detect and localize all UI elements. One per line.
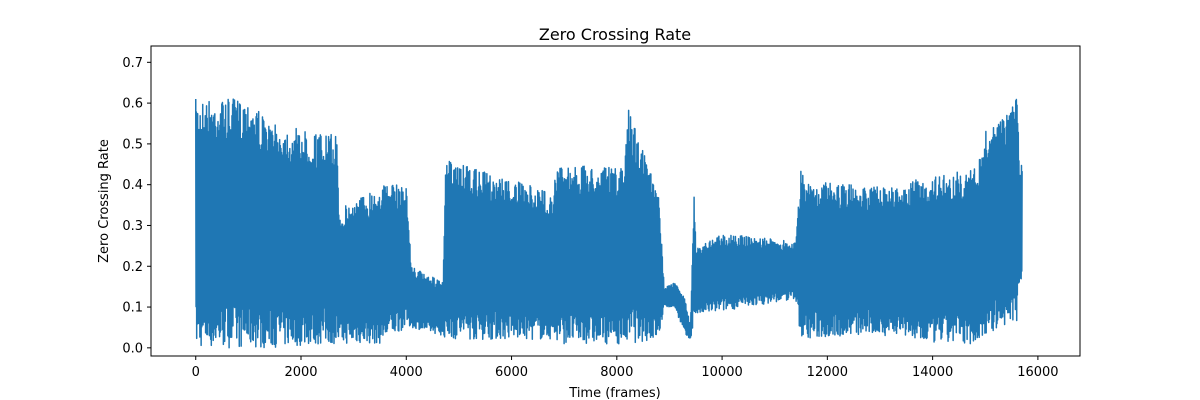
y-axis-label: Zero Crossing Rate xyxy=(97,139,112,263)
plot-area xyxy=(194,98,1023,349)
y-tick-label: 0.2 xyxy=(122,260,143,275)
x-axis: 0 2000 4000 6000 8000 10000 12000 14000 16000 xyxy=(192,356,1059,380)
y-tick-label: 0.0 xyxy=(122,341,143,356)
x-axis-label: Time (frames) xyxy=(568,386,660,400)
y-tick-label: 0.3 xyxy=(122,219,143,234)
x-tick-label: 2000 xyxy=(284,365,317,380)
axes-frame xyxy=(150,45,1081,357)
y-tick-label: 0.6 xyxy=(122,97,143,112)
x-tick-label: 0 xyxy=(192,365,200,380)
x-tick-label: 12000 xyxy=(807,365,848,380)
x-tick-label: 4000 xyxy=(390,365,423,380)
x-tick-label: 10000 xyxy=(701,365,742,380)
y-tick-label: 0.4 xyxy=(122,178,143,193)
y-tick-label: 0.7 xyxy=(122,56,143,71)
x-tick-label: 14000 xyxy=(912,365,953,380)
y-tick-label: 0.1 xyxy=(122,301,143,316)
series-line xyxy=(194,98,1023,349)
x-tick-label: 8000 xyxy=(600,365,633,380)
x-tick-label: 6000 xyxy=(495,365,528,380)
y-axis: 0.0 0.1 0.2 0.3 0.4 0.5 0.6 0.7 xyxy=(122,56,151,356)
y-tick-label: 0.5 xyxy=(122,137,143,152)
x-tick-label: 16000 xyxy=(1017,365,1058,380)
chart-title: Zero Crossing Rate xyxy=(539,25,691,44)
